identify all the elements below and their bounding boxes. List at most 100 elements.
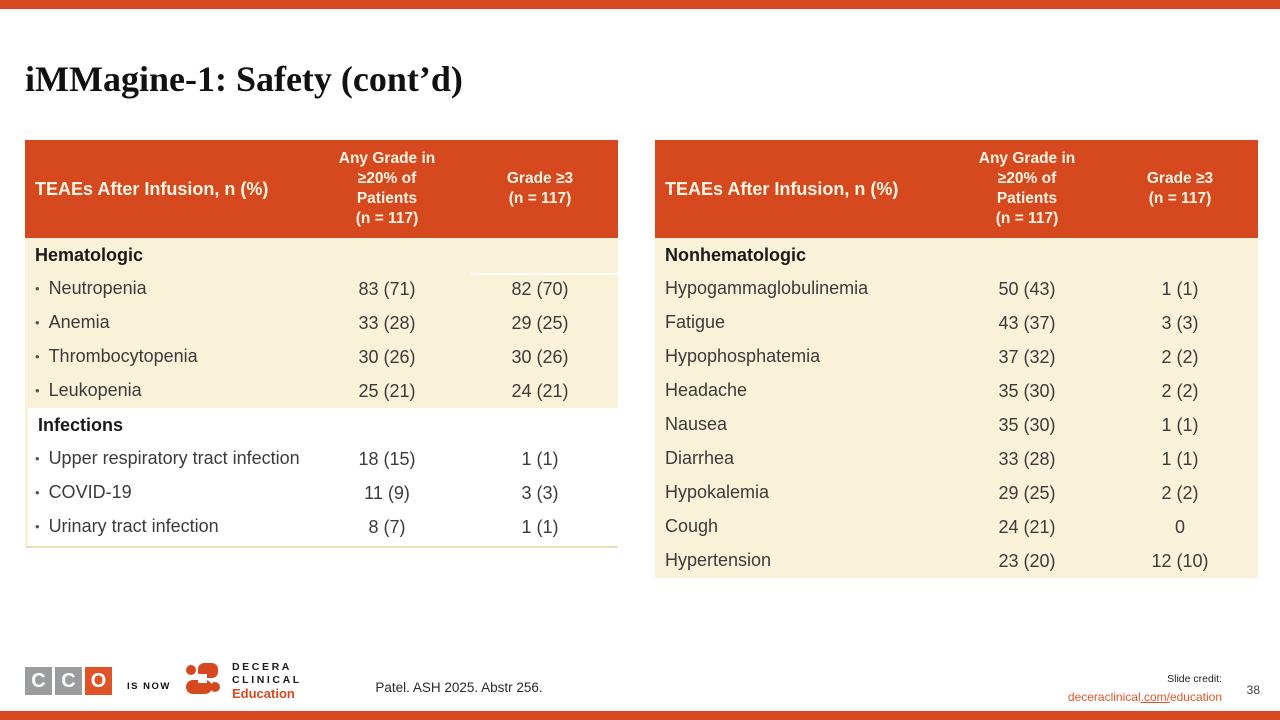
bottom-accent-bar <box>0 711 1280 720</box>
cell-grade3: 1 (1) <box>1161 448 1199 469</box>
slide-credit-link-text[interactable]: deceraclinical <box>1067 690 1141 705</box>
row-label: Neutropenia <box>48 278 147 299</box>
row-label-cell: Diarrhea <box>655 446 952 472</box>
table-section: Infections • Upper respiratory tract infec… <box>25 408 618 548</box>
row-label-cell: Hypertension <box>655 548 952 574</box>
cell-any-grade: 33 (28) <box>998 448 1056 469</box>
cell-any-grade: 35 (30) <box>998 414 1056 435</box>
top-accent-bar <box>0 0 1280 9</box>
table-row: Hypertension 23 (20) 12 (10) <box>655 544 1258 578</box>
cell-grade3: 3 (3) <box>521 482 559 503</box>
row-label: Hypokalemia <box>665 482 770 503</box>
row-label: Diarrhea <box>665 448 735 469</box>
reference-text: Patel. ASH 2025. Abstr 256. <box>375 680 543 695</box>
row-label-cell: Nausea <box>655 412 952 438</box>
row-label-cell: Fatigue <box>655 310 952 336</box>
table-row: • Neutropenia 83 (71) 82 (70) <box>25 272 618 306</box>
cco-letter-box: C <box>25 667 52 695</box>
cell-grade3: 1 (1) <box>521 516 559 537</box>
row-label-cell: • Anemia <box>25 310 312 336</box>
cell-any-grade: 83 (71) <box>358 278 416 299</box>
bullet-icon: • <box>35 315 40 331</box>
table-row: Hypophosphatemia 37 (32) 2 (2) <box>655 340 1258 374</box>
row-label: Leukopenia <box>48 380 142 401</box>
teae-table-left: TEAEs After Infusion, n (%) Any Grade in… <box>25 140 618 548</box>
header-cell-teaes: TEAEs After Infusion, n (%) <box>665 178 899 199</box>
row-label-cell: • Upper respiratory tract infection <box>28 446 312 472</box>
slide-credit-link-text[interactable]: .com/ <box>1140 690 1170 705</box>
row-label: Hypophosphatemia <box>665 346 821 367</box>
table-row: Hypogammaglobulinemia 50 (43) 1 (1) <box>655 272 1258 306</box>
row-label: Fatigue <box>665 312 726 333</box>
header-cell-grade3: Grade ≥3 (n = 117) <box>1146 169 1214 207</box>
cell-grade3: 3 (3) <box>1161 312 1199 333</box>
cell-grade3: 1 (1) <box>521 448 559 469</box>
decera-mark-icon <box>186 663 220 695</box>
cell-grade3: 12 (10) <box>1151 550 1209 571</box>
row-label-cell: • Urinary tract infection <box>28 514 312 540</box>
slide-title: iMMagine-1: Safety (cont’d) <box>25 59 463 99</box>
header-cell-any-grade: Any Grade in ≥20% of Patients (n = 117) <box>338 149 436 228</box>
cell-grade3: 30 (26) <box>511 346 569 367</box>
table-row: • Urinary tract infection 8 (7) 1 (1) <box>28 510 618 544</box>
row-label: Urinary tract infection <box>48 516 219 537</box>
cell-grade3: 0 <box>1174 516 1185 537</box>
row-label: Nausea <box>665 414 728 435</box>
cell-any-grade: 29 (25) <box>998 482 1056 503</box>
cell-any-grade: 8 (7) <box>368 516 406 537</box>
cell-grade3: 29 (25) <box>511 312 569 333</box>
cell-grade3: 2 (2) <box>1161 346 1199 367</box>
table-body: Hematologic • Neutropenia 83 (71) 82 (70) • An… <box>25 238 618 548</box>
table-row: Fatigue 43 (37) 3 (3) <box>655 306 1258 340</box>
row-label-cell: Hypokalemia <box>655 480 952 506</box>
slide-credit-link[interactable]: deceraclinical.com/education <box>1068 690 1222 704</box>
cell-any-grade: 33 (28) <box>358 312 416 333</box>
bullet-icon: • <box>35 451 40 467</box>
row-label-cell: Hypogammaglobulinemia <box>655 276 952 302</box>
row-label-cell: • COVID-19 <box>28 480 312 506</box>
bullet-icon: • <box>35 281 40 297</box>
table-row: Hypokalemia 29 (25) 2 (2) <box>655 476 1258 510</box>
header-cell-grade3: Grade ≥3 (n = 117) <box>506 169 574 207</box>
decera-name-line2: CLINICAL <box>232 673 302 686</box>
table-header-row: TEAEs After Infusion, n (%) Any Grade in… <box>25 140 618 238</box>
table-row: • Upper respiratory tract infection 18 (15… <box>28 442 618 476</box>
slide-credit: Slide credit: deceraclinical.com/educati… <box>1068 672 1222 708</box>
cell-any-grade: 30 (26) <box>358 346 416 367</box>
slide-credit-link-text[interactable]: education <box>1169 690 1222 705</box>
cell-any-grade: 50 (43) <box>998 278 1056 299</box>
cell-grade3: 2 (2) <box>1161 482 1199 503</box>
row-label: Thrombocytopenia <box>48 346 198 367</box>
row-label-cell: • Leukopenia <box>25 378 312 404</box>
row-label-cell: Headache <box>655 378 952 404</box>
page-number: 38 <box>1246 683 1260 697</box>
cell-grade3: 82 (70) <box>511 278 569 299</box>
decera-tagline: Education <box>232 686 295 701</box>
table-section: Nonhematologic Hypogammaglobulinemia 50 (4… <box>655 238 1258 578</box>
table-row: Cough 24 (21) 0 <box>655 510 1258 544</box>
row-label-cell: • Neutropenia <box>25 276 312 302</box>
row-label: Headache <box>665 380 748 401</box>
cell-any-grade: 25 (21) <box>358 380 416 401</box>
table-row: Nausea 35 (30) 1 (1) <box>655 408 1258 442</box>
bullet-icon: • <box>35 383 40 399</box>
row-label: Hypogammaglobulinemia <box>665 278 869 299</box>
bullet-icon: • <box>35 485 40 501</box>
cell-any-grade: 24 (21) <box>998 516 1056 537</box>
table-row: Diarrhea 33 (28) 1 (1) <box>655 442 1258 476</box>
row-label-cell: • Thrombocytopenia <box>25 344 312 370</box>
cell-grade3: 24 (21) <box>511 380 569 401</box>
cell-grade3: 2 (2) <box>1161 380 1199 401</box>
table-row: Headache 35 (30) 2 (2) <box>655 374 1258 408</box>
table-section: Hematologic • Neutropenia 83 (71) 82 (70) • An… <box>25 238 618 408</box>
cell-grade3: 1 (1) <box>1161 278 1199 299</box>
row-label-cell: Cough <box>655 514 952 540</box>
is-now-label: IS NOW <box>127 681 171 692</box>
decera-name-line1: DECERA <box>232 661 292 673</box>
section-header: Infections <box>38 415 124 435</box>
cco-logo: C C O <box>25 667 112 695</box>
cell-any-grade: 18 (15) <box>358 448 416 469</box>
header-cell-teaes: TEAEs After Infusion, n (%) <box>35 178 269 199</box>
row-label: Cough <box>665 516 719 537</box>
